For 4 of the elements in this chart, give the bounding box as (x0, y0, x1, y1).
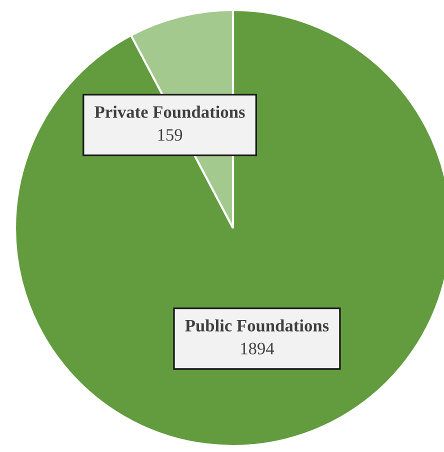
data-label: 159 (158, 129, 182, 141)
data-label: 1894 (241, 342, 274, 354)
slice-label: Private Foundations (94, 106, 245, 118)
slice-label: Public Foundations (185, 319, 329, 332)
